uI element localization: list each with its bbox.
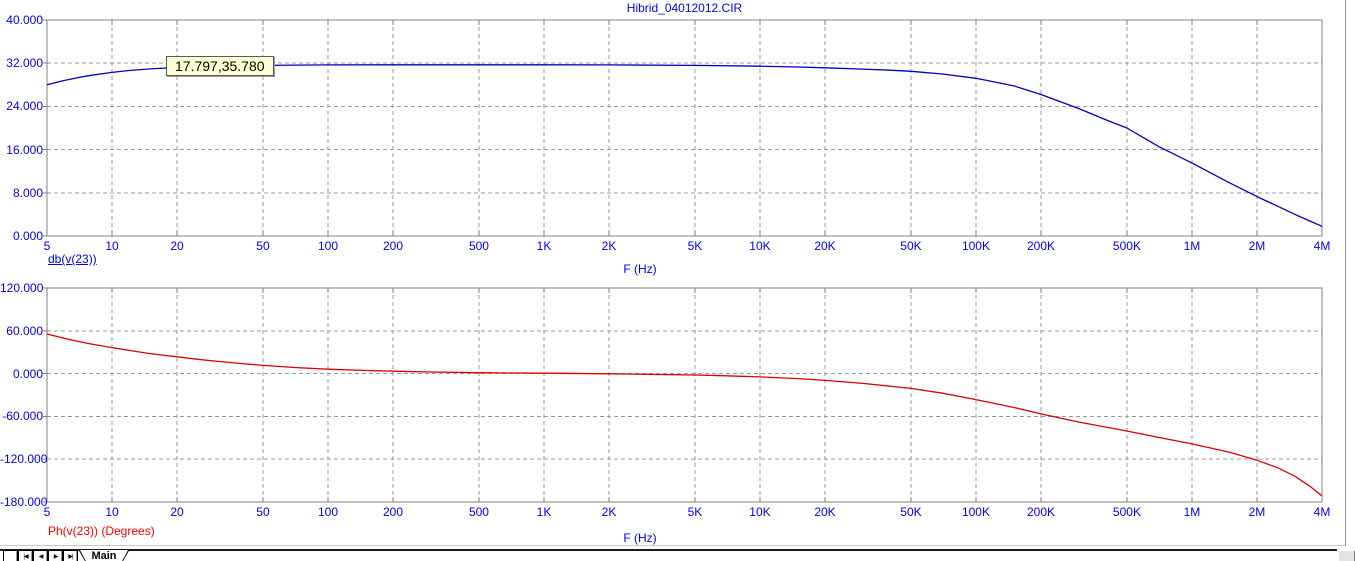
x-tick-label: 200K — [1026, 505, 1055, 519]
x-tick-label: 200K — [1026, 239, 1055, 253]
trace-label-phase[interactable]: Ph(v(23)) (Degrees) — [48, 524, 155, 538]
y-tick-label: 8.000 — [12, 185, 43, 200]
x-tick-label: 1M — [1183, 505, 1201, 519]
magnitude-curve[interactable] — [46, 64, 1323, 227]
x-tick-label: 500K — [1112, 239, 1141, 253]
x-axis-name-top: F (Hz) — [623, 262, 657, 276]
tab-strip-line — [0, 549, 1337, 552]
x-tick-label: 2M — [1248, 505, 1266, 519]
x-tick-label: 10K — [749, 239, 771, 253]
x-tick-label: 20K — [814, 239, 836, 253]
x-tick-label: 500 — [468, 239, 489, 253]
x-tick-label: 5 — [43, 505, 51, 519]
tab-main-label: Main — [80, 550, 128, 561]
tabbar-divider — [0, 545, 1345, 546]
x-tick-label: 5K — [687, 239, 703, 253]
y-tick-label: 32.000 — [6, 56, 43, 71]
page-title: Hibrid_04012012.CIR — [626, 1, 743, 15]
x-tick-label: 2K — [601, 239, 617, 253]
x-tick-label: 500K — [1112, 505, 1141, 519]
x-tick-label: 20 — [170, 239, 184, 253]
y-tick-label: 16.000 — [6, 142, 43, 157]
window-right-border — [1345, 0, 1346, 546]
x-axis-name-bottom: F (Hz) — [623, 531, 657, 545]
x-tick-label: 50K — [900, 239, 922, 253]
y-tick-label: -180.000 — [0, 495, 48, 509]
x-tick-label: 2K — [601, 505, 617, 519]
x-tick-label: 1K — [536, 239, 552, 253]
tab-spacer-button[interactable] — [3, 550, 18, 561]
x-tick-label: 10 — [105, 239, 119, 253]
x-tick-label: 200 — [383, 239, 404, 253]
y-tick-label: 0.000 — [12, 229, 43, 243]
phase-curve[interactable] — [46, 333, 1323, 497]
first-tab-button[interactable]: |◀ — [18, 550, 33, 561]
x-tick-label: 50 — [256, 239, 270, 253]
x-tick-label: 4M — [1313, 505, 1331, 519]
y-tick-label: -60.000 — [2, 409, 43, 424]
cursor-value-tag[interactable]: 17.797,35.780 — [166, 56, 274, 76]
tabbar-corner-handle[interactable] — [1338, 550, 1355, 561]
x-tick-label: 20K — [814, 505, 836, 519]
next-tab-button[interactable]: ▶ — [48, 550, 63, 561]
x-tick-label: 50K — [900, 505, 922, 519]
prev-tab-button[interactable]: ◀ — [33, 550, 48, 561]
x-tick-label: 10 — [105, 505, 119, 519]
x-tick-label: 1K — [536, 505, 552, 519]
x-tick-label: 200 — [383, 505, 404, 519]
tab-main[interactable]: Main — [78, 549, 130, 561]
x-tick-label: 50 — [256, 505, 270, 519]
y-tick-label: 40.000 — [6, 13, 43, 27]
x-tick-label: 1M — [1183, 239, 1201, 253]
y-tick-label: 120.000 — [0, 281, 44, 295]
y-tick-label: 60.000 — [6, 323, 43, 338]
x-tick-label: 5K — [687, 505, 703, 519]
y-tick-label: 0.000 — [12, 366, 43, 381]
x-tick-label: 100 — [317, 239, 339, 253]
x-tick-label: 100 — [317, 505, 339, 519]
last-tab-button[interactable]: ▶| — [63, 550, 78, 561]
plot-frame — [46, 287, 1323, 503]
x-tick-label: 100K — [961, 505, 990, 519]
x-tick-label: 100K — [961, 239, 990, 253]
trace-label-magnitude[interactable]: db(v(23)) — [48, 252, 97, 266]
x-tick-label: 4M — [1313, 239, 1331, 253]
x-tick-label: 20 — [170, 505, 184, 519]
y-tick-label: -120.000 — [0, 452, 48, 467]
x-tick-label: 5 — [43, 239, 51, 253]
x-tick-label: 500 — [468, 505, 489, 519]
plot-frame — [46, 19, 1323, 237]
y-tick-label: 24.000 — [6, 99, 43, 114]
x-tick-label: 2M — [1248, 239, 1266, 253]
x-tick-label: 10K — [749, 505, 771, 519]
